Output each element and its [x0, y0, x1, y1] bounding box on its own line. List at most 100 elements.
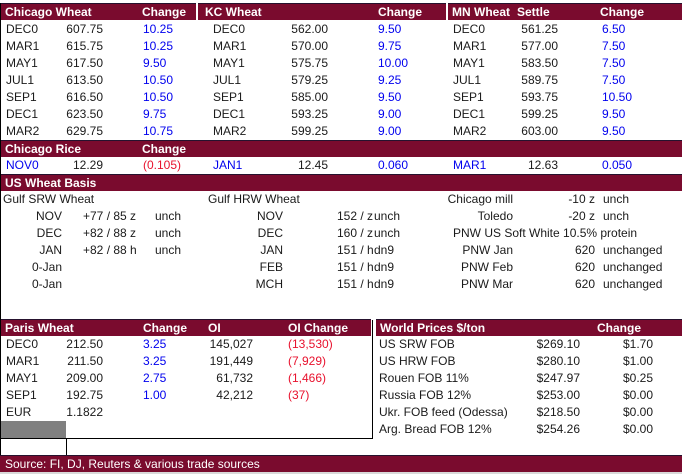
settle-price: 577.00: [521, 39, 558, 53]
basis-quote: +82 / 88 z: [83, 226, 137, 240]
world-price-change: $0.25: [622, 371, 653, 385]
basis-quote: 151 / h: [337, 260, 374, 274]
paris-oi-change-header: OI Change: [288, 321, 349, 335]
basis-quote: 620: [574, 243, 595, 257]
change-value: 1.00: [143, 388, 167, 402]
bottom-strip: [0, 472, 682, 474]
chicago-change-header: Change: [142, 5, 187, 19]
settle-price: 12.29: [72, 158, 103, 172]
contract-month: SEP1: [6, 388, 37, 402]
basis-quote: 151 / h: [337, 243, 374, 257]
contract-month: MAR1: [453, 158, 487, 172]
world-change-header: Change: [597, 321, 642, 335]
change-value: 10.50: [143, 90, 174, 104]
change-value: (0.105): [143, 158, 182, 172]
contract-month: NOV0: [6, 158, 39, 172]
contract-month: MAR1: [6, 354, 40, 368]
settle-price: 562.00: [291, 22, 328, 36]
world-table-left-border: [372, 320, 373, 439]
basis-row: 0-Jan FEB 151 / h dn9 PNW Feb 620 unchanged: [0, 259, 682, 276]
open-interest: 42,212: [216, 388, 253, 402]
basis-quote: 151 / h: [337, 277, 374, 291]
change-value: 10.50: [602, 90, 633, 104]
contract-month: SEP1: [213, 90, 244, 104]
basis-month: JAN: [39, 243, 62, 257]
mn-change-header: Change: [600, 5, 645, 19]
world-price-change: $0.00: [622, 422, 653, 436]
basis-row: JAN +82 / 88 h unch JAN 151 / h dn9 PNW Jan 6…: [0, 242, 682, 259]
settle-price: 593.75: [521, 90, 558, 104]
basis-change: unch: [374, 226, 401, 240]
basis-change: unchanged: [603, 260, 663, 274]
open-interest: 61,732: [216, 371, 253, 385]
paris-world-row: MAY1 209.00 2.75 61,732 (1,466) Rouen FOB 11…: [0, 370, 682, 387]
world-price: $247.97: [536, 371, 580, 385]
change-value: 9.50: [602, 107, 626, 121]
source-text: Source: FI, DJ, Reuters & various trade …: [5, 457, 260, 471]
us-wheat-basis-header-bar: US Wheat Basis: [0, 174, 682, 191]
rice-change-header: Change: [142, 142, 187, 156]
basis-change: dn9: [374, 243, 395, 257]
settle-price: 599.25: [291, 124, 328, 138]
basis-month: FEB: [259, 260, 283, 274]
change-value: 3.25: [143, 337, 167, 351]
settle-price: 629.75: [66, 124, 103, 138]
contract-month: DEC1: [453, 107, 486, 121]
basis-month: 0-Jan: [31, 260, 62, 274]
basis-month: MCH: [255, 277, 283, 291]
mn-wheat-title: MN Wheat: [452, 5, 510, 19]
basis-change: unch: [155, 226, 182, 240]
change-value: 9.00: [378, 107, 402, 121]
rice-row: NOV0 12.29 (0.105) JAN1 12.45 0.060 MAR1 12.6…: [0, 157, 682, 174]
settle-price: 603.00: [521, 124, 558, 138]
change-value: 9.50: [602, 124, 626, 138]
settle-price: 613.50: [66, 73, 103, 87]
world-price: $218.50: [536, 405, 580, 419]
mn-wheat-header-bar: MN Wheat Settle Change: [448, 3, 682, 20]
change-value: 10.75: [143, 124, 174, 138]
settle-price: 615.75: [66, 39, 103, 53]
change-value: 6.50: [602, 22, 626, 36]
contract-month: JUL1: [453, 73, 482, 87]
basis-quote: -10 z: [568, 192, 595, 206]
gulf-hrw-title: Gulf HRW Wheat: [208, 192, 300, 206]
basis-month: DEC: [257, 226, 283, 240]
contract-month: MAR2: [6, 124, 40, 138]
settle-price: 585.00: [291, 90, 328, 104]
change-value: 9.00: [378, 124, 402, 138]
change-value: 2.75: [143, 371, 167, 385]
basis-location: Toledo: [477, 209, 513, 223]
chicago-wheat-title: Chicago Wheat: [5, 5, 92, 19]
world-price-change: $1.00: [622, 354, 653, 368]
settle-price: 575.75: [291, 56, 328, 70]
world-price-label: Russia FOB 12%: [379, 388, 472, 402]
basis-quote: +77 / 85 z: [83, 209, 137, 223]
settle-price: 211.50: [67, 354, 103, 368]
change-value: 10.00: [378, 56, 409, 70]
world-prices-header-bar: World Prices $/ton Change: [376, 319, 682, 336]
gulf-srw-title: Gulf SRW Wheat: [3, 192, 95, 206]
basis-change: dn9: [374, 277, 395, 291]
oi-change: (13,530): [288, 337, 333, 351]
world-price-label: Arg. Bread FOB 12%: [379, 422, 492, 436]
contract-month: MAR1: [6, 39, 40, 53]
chicago-rice-title: Chicago Rice: [5, 142, 82, 156]
contract-month: DEC1: [6, 107, 39, 121]
contract-month: DEC0: [6, 22, 39, 36]
eur-rate: 1.1822: [66, 405, 103, 419]
contract-month: MAR2: [213, 124, 247, 138]
paris-world-row: EUR 1.1822 Ukr. FOB feed (Odessa) $218.50 $…: [0, 404, 682, 421]
basis-location: Chicago mill: [447, 192, 513, 206]
settle-price: 607.75: [66, 22, 103, 36]
contract-month: SEP1: [453, 90, 484, 104]
basis-row: Gulf SRW Wheat Gulf HRW Wheat Chicago mi…: [0, 191, 682, 208]
kc-change-header: Change: [378, 5, 423, 19]
change-value: 10.50: [143, 73, 174, 87]
futures-row: SEP1 616.50 10.50 SEP1 585.00 9.50 SEP1 593.7…: [0, 89, 682, 106]
futures-row: JUL1 613.50 10.50 JUL1 579.25 9.25 JUL1 589.7…: [0, 72, 682, 89]
contract-month: MAY1: [213, 56, 245, 70]
basis-month: NOV: [256, 209, 283, 223]
futures-row: MAR1 615.75 10.25 MAR1 570.00 9.75 MAR1 577.0…: [0, 38, 682, 55]
change-value: 10.25: [143, 39, 174, 53]
